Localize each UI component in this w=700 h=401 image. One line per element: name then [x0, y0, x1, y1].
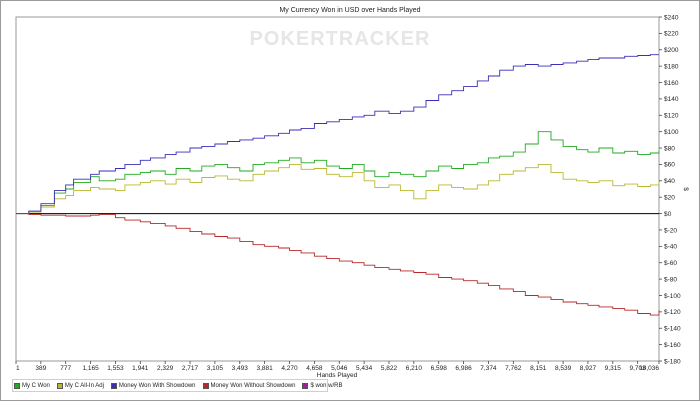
- y-axis-label: $: [682, 187, 689, 191]
- legend-swatch: [110, 383, 117, 389]
- legend-item[interactable]: My C All-In Adj: [56, 383, 104, 389]
- legend-label: My C All-In Adj: [64, 383, 104, 389]
- legend-item[interactable]: Money Won Without Showdown: [202, 383, 296, 389]
- chart-title: My Currency Won in USD over Hands Played: [279, 7, 421, 14]
- y-tick-label: $-140: [664, 326, 681, 333]
- legend: My C Won My C All-In Adj Money Won With Sh…: [14, 380, 342, 392]
- x-axis-ticks: 1 389 777 1,165 1,553 1,941 2,329 2,717 3,105 3,4…: [15, 361, 660, 372]
- y-tick-label: $160: [664, 80, 679, 87]
- legend-label: My C Won: [22, 383, 50, 389]
- x-tick-label: 9,703: [630, 365, 647, 372]
- legend-item[interactable]: My C Won: [14, 383, 50, 389]
- y-tick-label: $-120: [664, 309, 681, 316]
- legend-swatch: [56, 383, 63, 389]
- y-tick-label: $-60: [664, 260, 677, 267]
- y-tick-label: $240: [664, 14, 679, 21]
- y-tick-label: $100: [664, 129, 679, 136]
- y-tick-label: $220: [664, 31, 679, 38]
- y-tick-label: $200: [664, 47, 679, 54]
- legend-item[interactable]: $ won w/RB: [302, 383, 342, 389]
- series-line-money-won-with-showdown: [16, 54, 659, 215]
- x-tick-label: 6,986: [455, 365, 472, 372]
- x-tick-label: 4,270: [281, 365, 298, 372]
- x-tick-label: 8,927: [580, 365, 597, 372]
- series-line-money-won-without-showdown: [16, 213, 660, 316]
- x-tick-label: 389: [35, 365, 46, 372]
- x-tick-label: 777: [60, 365, 71, 372]
- x-tick-label: 8,151: [530, 365, 547, 372]
- x-tick-label: 1,553: [107, 365, 124, 372]
- y-tick-label: $-80: [664, 276, 677, 283]
- x-tick-label: 4,658: [306, 365, 323, 372]
- x-tick-label: 9,315: [605, 365, 622, 372]
- legend-label: Money Won With Showdown: [118, 383, 196, 389]
- x-tick-label: 7,374: [480, 365, 497, 372]
- x-tick-label: 7,762: [505, 365, 522, 372]
- legend-label: $ won w/RB: [310, 383, 343, 389]
- x-tick-label: 6,598: [431, 365, 448, 372]
- x-tick-label: 1,165: [82, 365, 99, 372]
- x-tick-label: 5,434: [356, 365, 373, 372]
- y-tick-label: $80: [664, 145, 675, 152]
- series-lines: [16, 54, 660, 316]
- legend-box: [12, 379, 328, 392]
- y-tick-label: $-20: [664, 227, 677, 234]
- y-tick-label: $40: [664, 178, 675, 185]
- legend-item[interactable]: Money Won With Showdown: [110, 383, 196, 389]
- plot-area: [15, 16, 660, 362]
- x-tick-label: 1: [16, 365, 20, 372]
- x-tick-label: 3,881: [256, 365, 273, 372]
- watermark-text: POKERTRACKER: [250, 28, 431, 50]
- x-axis-label: Hands Played: [317, 372, 358, 379]
- y-tick-label: $-100: [664, 293, 681, 300]
- y-tick-label: $20: [664, 194, 675, 201]
- x-tick-label: 10,036: [639, 365, 659, 372]
- legend-swatch: [202, 383, 209, 389]
- x-tick-label: 3,493: [232, 365, 249, 372]
- y-tick-label: $0: [664, 211, 672, 218]
- x-tick-label: 2,717: [182, 365, 199, 372]
- x-tick-label: 5,046: [331, 365, 348, 372]
- x-tick-label: 5,822: [381, 365, 398, 372]
- x-tick-label: 1,941: [132, 365, 149, 372]
- y-axis-ticks: $240 $220 $200 $180 $160 $140 $120 $100 $80 $60 $4…: [659, 14, 681, 365]
- y-tick-label: $140: [664, 96, 679, 103]
- x-tick-label: 6,210: [406, 365, 423, 372]
- x-tick-label: 8,539: [555, 365, 572, 372]
- y-tick-label: $180: [664, 63, 679, 70]
- x-tick-label: 3,105: [207, 365, 224, 372]
- series-line-my-c-all-in-adj: [16, 163, 660, 215]
- y-tick-label: $-180: [664, 358, 681, 365]
- y-tick-label: $60: [664, 162, 675, 169]
- x-tick-label: 2,329: [157, 365, 174, 372]
- legend-label: Money Won Without Showdown: [210, 383, 296, 389]
- series-line-my-c-won: [16, 131, 660, 215]
- legend-swatch: [302, 383, 309, 389]
- legend-swatch: [14, 383, 20, 389]
- y-tick-label: $-160: [664, 342, 681, 349]
- y-tick-label: $120: [664, 113, 679, 120]
- y-tick-label: $-40: [664, 244, 677, 251]
